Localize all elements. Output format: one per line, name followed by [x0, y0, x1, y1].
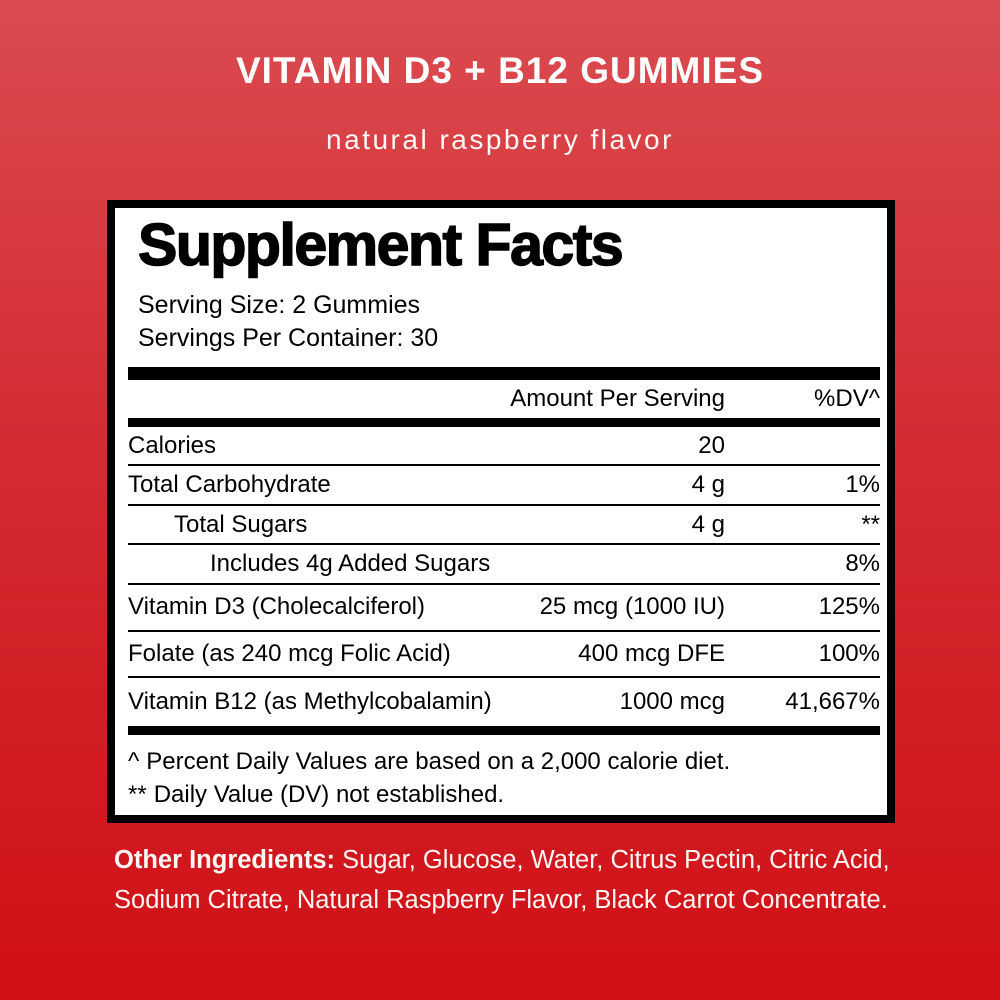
footnote-marker-asterisks: **	[128, 780, 147, 808]
table-row-total-sugars: Total Sugars 4 g **	[128, 506, 880, 546]
table-row-total-carbohydrate: Total Carbohydrate 4 g 1%	[128, 466, 880, 506]
row-name: Includes 4g Added Sugars	[210, 550, 491, 578]
row-amount: 20	[698, 431, 725, 459]
row-dv: 8%	[845, 550, 880, 578]
footnote-percent-dv: ^ Percent Daily Values are based on a 2,0…	[128, 745, 880, 778]
divider-heavy-top	[128, 367, 880, 380]
row-amount: 400 mcg DFE	[578, 640, 725, 668]
row-name: Vitamin B12 (as Methylcobalamin)	[128, 688, 492, 716]
row-dv: 100%	[818, 640, 880, 668]
row-dv: 125%	[818, 593, 880, 621]
footnote-marker-caret: ^	[128, 747, 140, 775]
servings-per-container: Servings Per Container: 30	[138, 324, 439, 352]
supplement-facts-panel: Supplement Facts Serving Size: 2 Gummies…	[107, 200, 895, 823]
row-dv: **	[861, 510, 880, 538]
product-flavor-subtitle: natural raspberry flavor	[326, 124, 674, 155]
row-name: Total Carbohydrate	[128, 471, 331, 499]
column-header-dv: %DV^	[814, 385, 880, 412]
row-amount: 4 g	[691, 471, 725, 499]
divider-medium-header	[128, 417, 880, 427]
serving-info: Serving Size: 2 Gummies Servings Per Con…	[138, 289, 880, 355]
row-name: Calories	[128, 431, 217, 459]
product-title: VITAMIN D3 + B12 GUMMIES	[235, 50, 765, 91]
footnotes: ^ Percent Daily Values are based on a 2,0…	[128, 735, 880, 811]
other-ingredients: Other Ingredients: Sugar, Glucose, Water…	[114, 840, 906, 920]
other-ingredients-line1: Sugar, Glucose, Water, Citrus Pectin, Ci…	[335, 846, 890, 874]
footnote-dv-not-established: ** Daily Value (DV) not established.	[128, 778, 880, 811]
table-row-vitamin-d3: Vitamin D3 (Cholecalciferol) 25 mcg (100…	[128, 585, 880, 632]
row-amount: 25 mcg (1000 IU)	[539, 593, 725, 621]
table-row-added-sugars: Includes 4g Added Sugars 8%	[128, 545, 880, 585]
table-row-vitamin-b12: Vitamin B12 (as Methylcobalamin) 1000 mc…	[128, 678, 880, 726]
row-name: Total Sugars	[174, 510, 308, 538]
row-amount: 1000 mcg	[619, 688, 725, 716]
row-dv: 1%	[845, 471, 880, 499]
column-header-amount-per-serving: Amount Per Serving	[510, 385, 725, 412]
serving-size: Serving Size: 2 Gummies	[138, 291, 421, 319]
row-dv: 41,667%	[785, 688, 880, 716]
table-row-calories: Calories 20	[128, 427, 880, 467]
other-ingredients-line2: Sodium Citrate, Natural Raspberry Flavor…	[114, 886, 888, 914]
supplement-facts-title: Supplement Facts	[137, 212, 624, 278]
row-name: Folate (as 240 mcg Folic Acid)	[128, 640, 451, 668]
row-name: Vitamin D3 (Cholecalciferol)	[128, 593, 425, 621]
other-ingredients-label: Other Ingredients:	[114, 846, 336, 874]
footnote-text: Percent Daily Values are based on a 2,00…	[146, 747, 731, 775]
divider-medium-bottom	[128, 725, 880, 735]
table-header-row: Amount Per Serving %DV^	[128, 380, 880, 418]
footnote-text: Daily Value (DV) not established.	[153, 780, 505, 808]
row-amount: 4 g	[691, 510, 725, 538]
table-row-folate: Folate (as 240 mcg Folic Acid) 400 mcg D…	[128, 632, 880, 679]
